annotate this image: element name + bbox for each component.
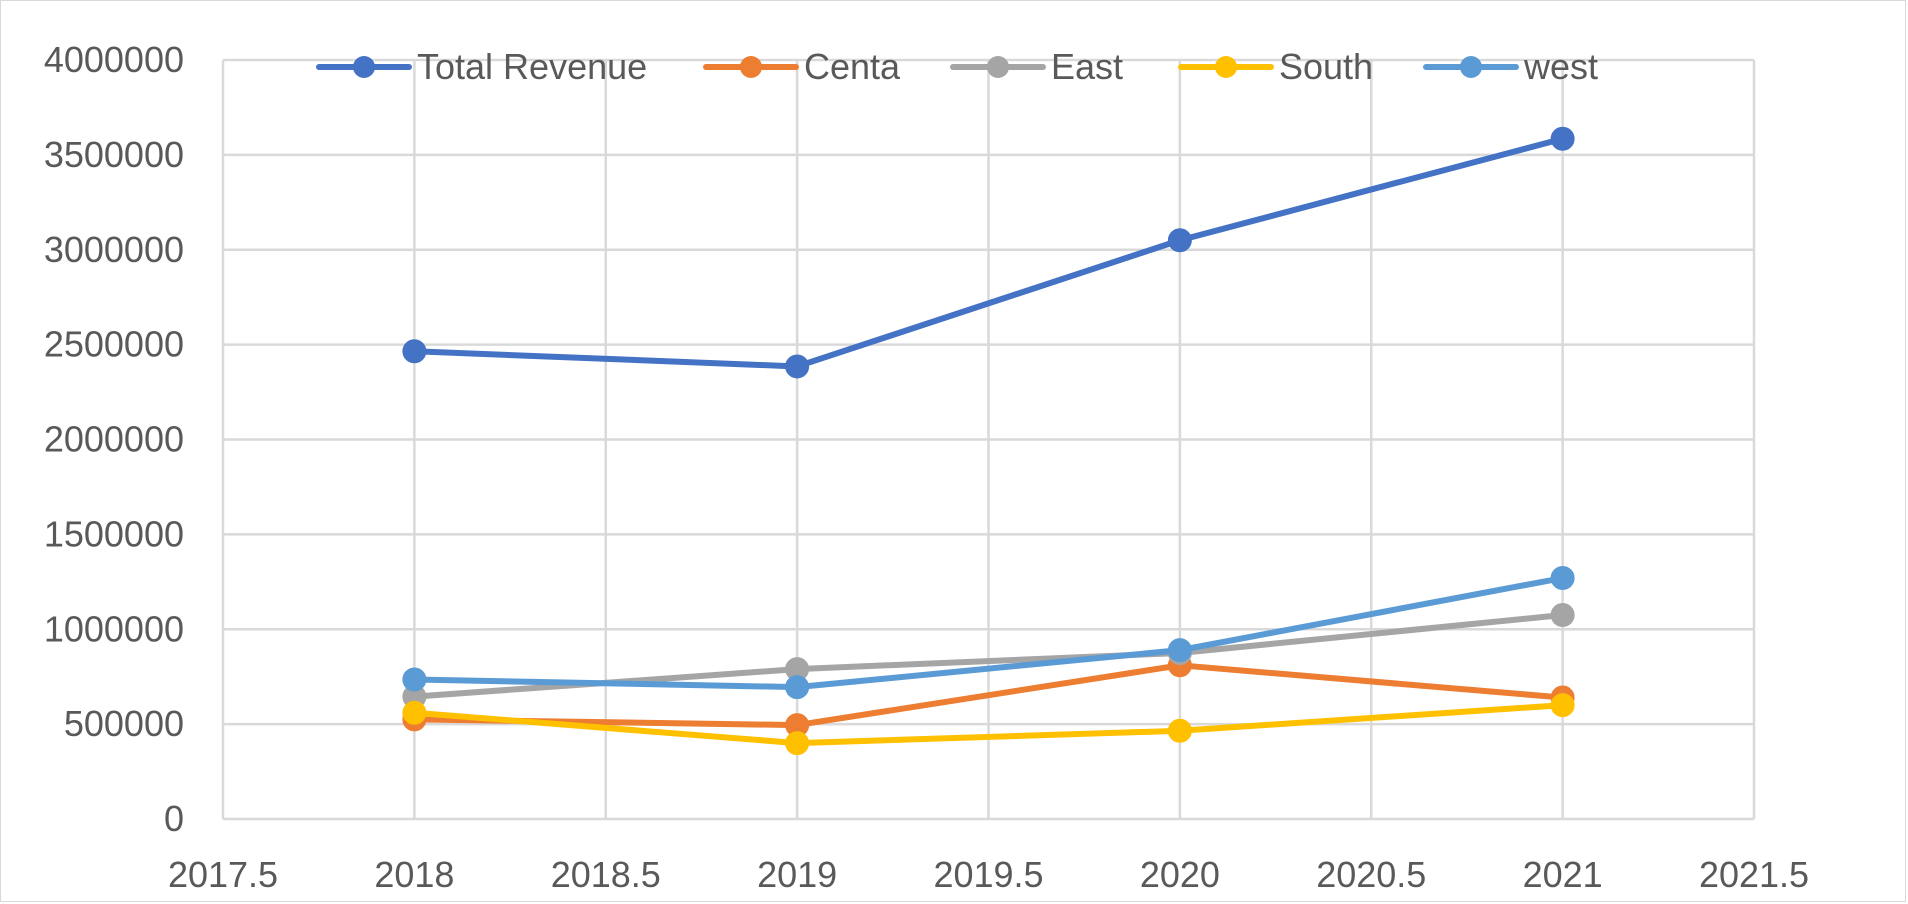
legend-label: Centa xyxy=(804,46,901,87)
legend-marker xyxy=(1460,56,1482,78)
data-point xyxy=(1167,718,1192,743)
x-tick-label: 2019 xyxy=(757,854,837,895)
y-tick-label: 1000000 xyxy=(44,608,184,649)
series-total-revenue xyxy=(402,126,1575,379)
legend-marker xyxy=(353,56,375,78)
y-tick-label: 2000000 xyxy=(44,419,184,460)
x-tick-label: 2018.5 xyxy=(551,854,661,895)
y-tick-label: 4000000 xyxy=(44,39,184,80)
data-point xyxy=(1550,126,1575,151)
y-tick-label: 1500000 xyxy=(44,513,184,554)
data-point xyxy=(1550,693,1575,718)
data-point xyxy=(1550,566,1575,591)
x-tick-label: 2020 xyxy=(1140,854,1220,895)
legend-item: west xyxy=(1423,46,1598,87)
legend-label: Total Revenue xyxy=(417,46,647,87)
series-line xyxy=(411,135,1566,370)
legend-label: west xyxy=(1523,46,1598,87)
data-point xyxy=(1167,638,1192,663)
y-tick-label: 3000000 xyxy=(44,229,184,270)
y-tick-label: 2500000 xyxy=(44,324,184,365)
axes: 0 500000 1000000 1500000 2000000 2500000 30000… xyxy=(44,39,1809,895)
legend-item: Centa xyxy=(703,46,901,87)
x-tick-label: 2018 xyxy=(374,854,454,895)
legend-label: South xyxy=(1279,46,1373,87)
data-point xyxy=(402,700,427,725)
legend-marker xyxy=(1215,56,1237,78)
x-tick-label: 2021.5 xyxy=(1699,854,1809,895)
series-line xyxy=(411,702,1566,747)
series-south xyxy=(402,693,1575,756)
legend-marker xyxy=(740,56,762,78)
x-tick-label: 2017.5 xyxy=(168,854,278,895)
x-tick-label: 2021 xyxy=(1523,854,1603,895)
data-point xyxy=(1550,603,1575,628)
data-point xyxy=(785,675,810,700)
series-line xyxy=(411,575,1566,691)
x-tick-label: 2020.5 xyxy=(1316,854,1426,895)
data-point xyxy=(785,354,810,379)
plot-series xyxy=(402,126,1575,756)
data-point xyxy=(402,339,427,364)
y-tick-label: 3500000 xyxy=(44,134,184,175)
series-west xyxy=(402,566,1575,700)
y-tick-label: 0 xyxy=(164,798,184,839)
legend-item: East xyxy=(950,46,1123,87)
legend-marker xyxy=(987,56,1009,78)
data-point xyxy=(1167,228,1192,253)
legend-item: South xyxy=(1178,46,1373,87)
legend: Total Revenue Centa East South west xyxy=(316,46,1598,87)
y-tick-label: 500000 xyxy=(64,703,184,744)
legend-item: Total Revenue xyxy=(316,46,647,87)
legend-label: East xyxy=(1051,46,1123,87)
series-line xyxy=(411,662,1566,729)
data-point xyxy=(785,731,810,756)
data-point xyxy=(402,667,427,692)
x-tick-label: 2019.5 xyxy=(933,854,1043,895)
